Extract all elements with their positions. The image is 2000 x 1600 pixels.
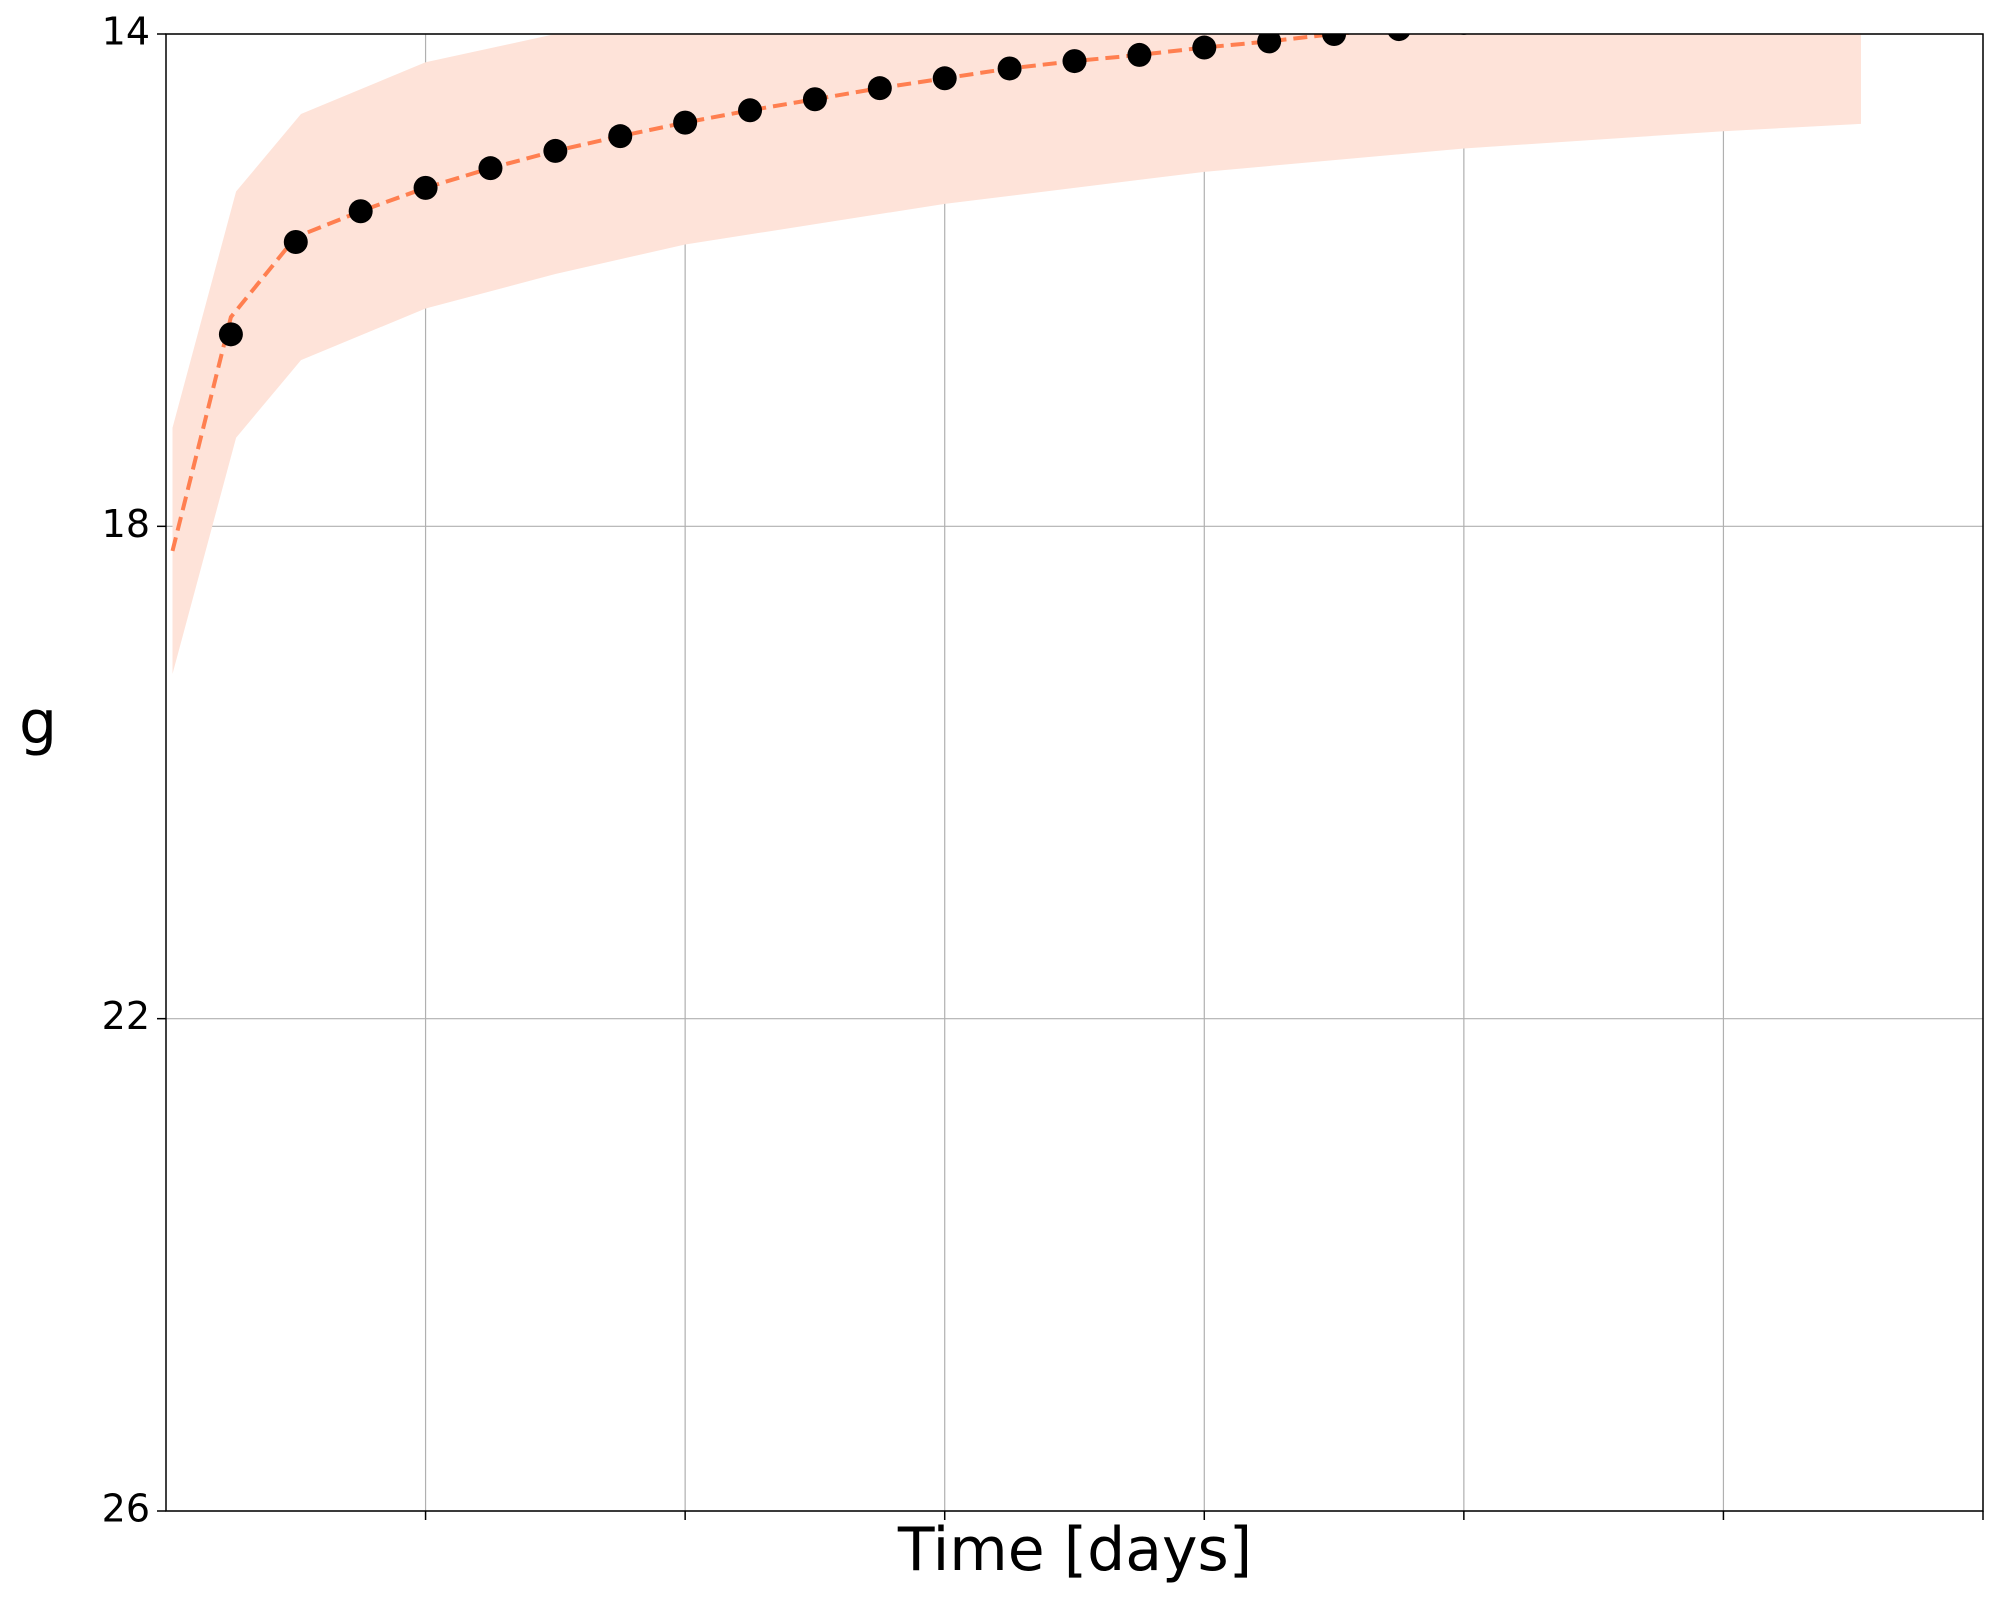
data-point	[1322, 34, 1347, 46]
data-point	[1127, 42, 1152, 67]
y-tick-label: 14	[102, 10, 150, 54]
data-point	[218, 322, 243, 347]
data-point	[673, 110, 698, 135]
y-axis-label: g	[19, 688, 57, 758]
data-point	[738, 98, 763, 123]
x-axis-label: Time [days]	[897, 1515, 1252, 1585]
axes: 14 18 22 26	[102, 10, 1984, 1531]
data-point	[1459, 34, 1469, 35]
data-point	[413, 175, 438, 200]
data-point	[608, 124, 633, 149]
y-tick-label: 26	[102, 1487, 150, 1531]
y-tick-label: 22	[102, 994, 150, 1038]
data-point	[997, 56, 1022, 81]
axes-frame	[165, 33, 1984, 1512]
data-point	[1388, 34, 1410, 42]
data-point	[802, 87, 827, 112]
data-point	[478, 156, 503, 181]
uncertainty-band	[172, 34, 1861, 675]
data-point	[932, 66, 957, 91]
data-point	[348, 199, 373, 224]
data-point	[867, 76, 892, 101]
data-point	[1257, 34, 1282, 54]
y-tick-label: 18	[102, 502, 150, 546]
data-point	[283, 230, 308, 255]
data-point	[1192, 35, 1217, 60]
plot-area	[170, 34, 1861, 675]
data-point	[543, 138, 568, 163]
data-point	[1062, 49, 1087, 74]
